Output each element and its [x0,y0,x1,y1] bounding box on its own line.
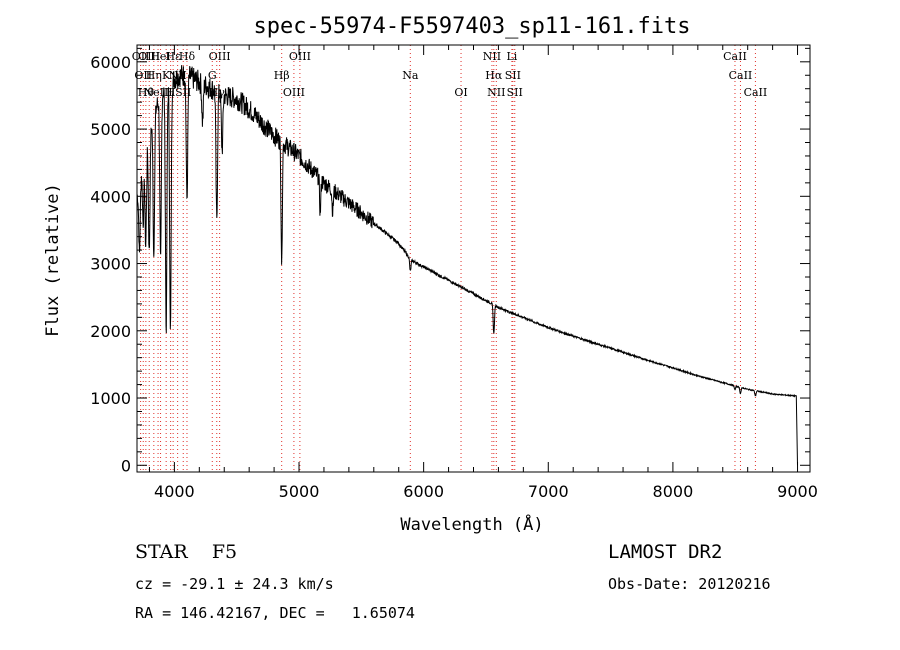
line-marker-label: SII [505,69,521,82]
line-marker-label: OII [132,50,150,63]
x-tick-label: 7000 [528,482,569,501]
line-marker-label: CaII [723,50,747,63]
x-axis: 4000 5000 6000 7000 8000 9000 [148,45,818,501]
line-marker-label: NII [487,86,505,99]
line-marker-label: Hθ [138,86,155,99]
x-tick-label: 5000 [279,482,320,501]
line-marker-label: OIII [283,86,305,99]
y-tick-label: 3000 [90,255,131,274]
line-marker-label: HeI [150,50,170,63]
line-marker-layer [140,45,756,472]
x-tick-label: 6000 [403,482,444,501]
y-tick-label: 0 [121,456,131,475]
survey-name: LAMOST DR2 [608,541,723,563]
line-marker-label: NeIII [143,86,172,99]
y-tick-label: 1000 [90,389,131,408]
line-marker-label: NII [483,50,501,63]
line-marker-label: Hα [485,69,503,82]
line-marker-label: Na [402,69,419,82]
y-axis-label: Flux (relative) [43,183,63,337]
ra-dec-coordinates: RA = 146.42167, DEC = 1.65074 [135,604,415,622]
y-tick-label: 6000 [90,53,131,72]
spectrum-line [136,65,798,466]
line-marker-label: Hβ [274,69,290,82]
y-axis: 0 1000 2000 3000 4000 5000 6000 [90,47,810,475]
line-marker-label: OIII [289,50,311,63]
chart-title: spec-55974-F5597403_sp11-161.fits [253,14,690,39]
y-tick-label: 2000 [90,322,131,341]
line-marker-label: SII [507,86,523,99]
line-marker-label: Hδ [179,50,196,63]
line-marker-label: Hε [165,50,181,63]
line-marker-label: Li [506,50,517,63]
object-class: STAR F5 [135,541,238,563]
x-tick-label: 8000 [653,482,694,501]
marker-label-layer: OIIOIIHθOIIIHηNeIIIHeIKHHεNIISIIHδGHγOII… [132,50,767,99]
line-marker-label: K [162,69,171,82]
line-marker-label: Hη [146,69,162,82]
x-axis-label: Wavelength (Å) [400,513,543,535]
line-marker-label: SII [175,86,191,99]
observation-date: Obs-Date: 20120216 [608,575,771,593]
line-marker-label: OI [454,86,467,99]
line-marker-label: OIII [209,50,231,63]
line-marker-label: OII [134,69,152,82]
line-marker-label: CaII [729,69,753,82]
line-marker-label: OIII [138,50,160,63]
redshift-velocity: cz = -29.1 ± 24.3 km/s [135,575,334,593]
y-tick-label: 4000 [90,187,131,206]
x-tick-label: 4000 [154,482,195,501]
line-marker-label: CaII [744,86,768,99]
x-tick-label: 9000 [777,482,818,501]
line-marker-label: G [208,69,217,82]
y-tick-label: 5000 [90,120,131,139]
line-marker-label: H [166,86,176,99]
